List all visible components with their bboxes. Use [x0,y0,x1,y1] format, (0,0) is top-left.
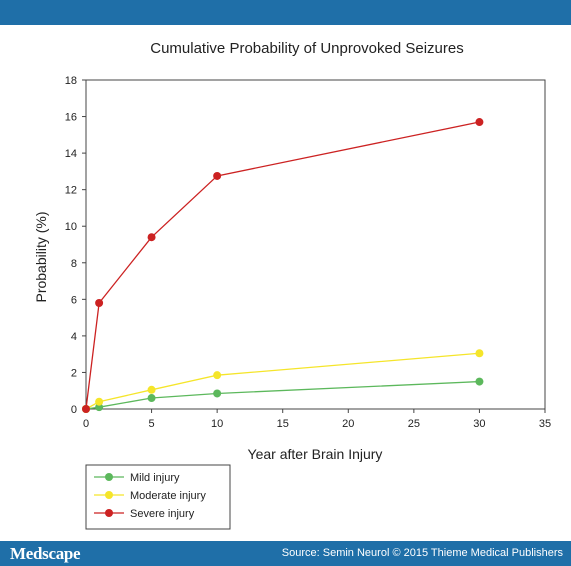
x-tick-label: 30 [473,418,485,430]
series-severe-injury [82,118,484,413]
data-point [213,371,222,380]
header-bar [0,0,571,25]
x-tick-label: 25 [408,418,420,430]
legend-swatch-marker [105,509,113,517]
x-tick-label: 35 [539,418,551,430]
series-line [85,352,480,410]
legend-swatch-marker [105,491,113,499]
chart-title: Cumulative Probability of Unprovoked Sei… [150,40,463,57]
data-point [82,405,90,413]
series-line [85,380,480,410]
data-point [147,233,156,242]
legend-label: Severe injury [130,508,195,520]
x-tick-label: 0 [83,418,89,430]
y-tick-label: 4 [71,331,77,343]
plot-frame [85,79,546,410]
series-moderate-injury [82,349,484,413]
x-tick-label: 15 [277,418,289,430]
data-point [475,118,484,127]
y-tick-label: 6 [71,294,77,306]
series-line [85,121,480,410]
series-mild-injury [82,377,484,413]
data-point [475,377,484,386]
legend: Mild injury Moderate injury Severe injury [85,464,231,530]
y-tick-label: 8 [71,258,77,270]
x-axis-ticks: 0 5 10 15 20 25 30 35 [83,409,551,430]
chart: Cumulative Probability of Unprovoked Sei… [33,40,551,530]
series-group [82,118,484,413]
data-point [475,349,484,358]
legend-swatch-marker [105,473,113,481]
data-point [95,298,104,307]
x-axis-label: Year after Brain Injury [248,446,383,462]
y-tick-label: 10 [65,221,77,233]
x-tick-label: 10 [211,418,223,430]
footer-bar: Medscape Source: Semin Neurol © 2015 Thi… [0,541,571,566]
y-axis-ticks: 0 2 4 6 8 10 12 14 16 18 [65,75,86,416]
legend-label: Mild injury [130,472,180,484]
source-credit: Source: Semin Neurol © 2015 Thieme Medic… [281,547,563,559]
data-point [147,385,156,394]
y-tick-label: 14 [65,148,77,160]
data-point [147,394,156,403]
y-tick-label: 2 [71,367,77,379]
x-tick-label: 5 [149,418,155,430]
data-point [213,171,222,180]
y-tick-label: 16 [65,112,77,124]
y-tick-label: 0 [71,404,77,416]
y-axis-label: Probability (%) [33,211,49,302]
data-point [213,389,222,398]
medscape-logo: Medscape [10,544,81,563]
y-tick-label: 12 [65,185,77,197]
data-point [95,403,104,412]
y-tick-label: 18 [65,75,77,87]
data-point [95,397,104,406]
x-tick-label: 20 [342,418,354,430]
legend-label: Moderate injury [130,490,206,502]
